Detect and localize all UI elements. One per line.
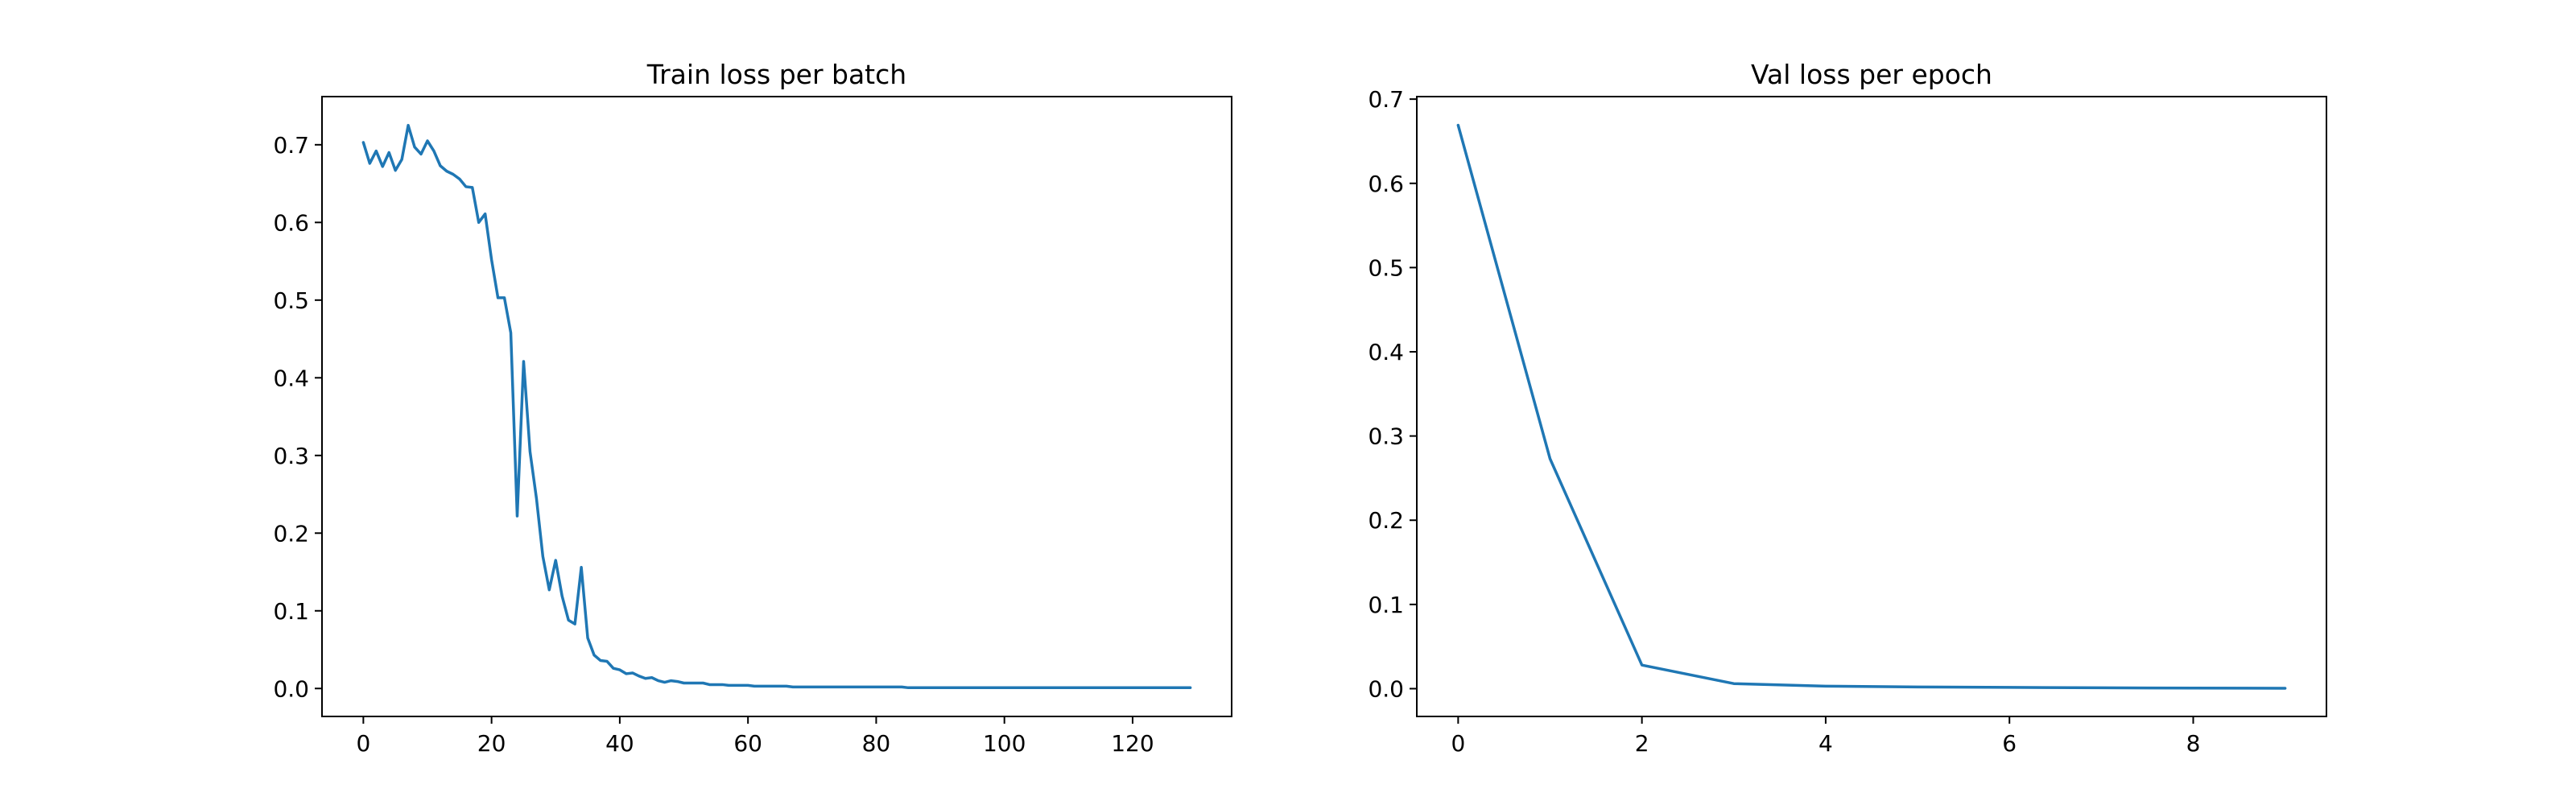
chart-title: Train loss per batch [646,59,906,90]
y-tick-label: 0.6 [1368,171,1404,197]
y-tick-label: 0.1 [273,598,309,625]
x-tick-label: 2 [1635,730,1649,757]
y-tick-label: 0.4 [1368,339,1404,365]
y-tick-label: 0.5 [273,287,309,314]
x-tick-label: 80 [862,730,891,757]
y-tick-label: 0.0 [1368,675,1404,702]
x-tick-label: 100 [983,730,1026,757]
x-tick-label: 4 [1818,730,1833,757]
y-tick-label: 0.6 [273,209,309,236]
y-tick-label: 0.7 [273,132,309,159]
chart-train-loss: Train loss per batch 0 20 40 60 80 100 120 0.0… [273,59,1232,757]
x-tick-label: 0 [356,730,370,757]
x-tick-label: 20 [477,730,506,757]
y-tick-label: 0.5 [1368,254,1404,281]
x-tick-label: 8 [2186,730,2201,757]
plot-frame [321,96,1232,717]
y-tick-label: 0.0 [273,675,309,702]
series-line [361,123,1192,690]
x-axis: 0 20 40 60 80 100 120 [356,716,1154,757]
y-axis: 0.0 0.1 0.2 0.3 0.4 0.5 0.6 0.7 [273,132,322,702]
y-tick-label: 0.2 [1368,507,1404,534]
chart-title: Val loss per epoch [1751,59,1992,90]
y-tick-label: 0.3 [1368,423,1404,450]
x-tick-label: 0 [1451,730,1465,757]
y-tick-label: 0.2 [273,520,309,547]
x-tick-label: 40 [605,730,634,757]
x-axis: 0 2 4 6 8 [1451,716,2200,757]
x-tick-label: 120 [1111,730,1154,757]
x-tick-label: 6 [2002,730,2017,757]
y-tick-label: 0.1 [1368,592,1404,618]
chart-val-loss: Val loss per epoch 0 2 4 6 8 0.0 0.1 0.2 0.3 0.4… [1368,59,2327,757]
y-axis: 0.0 0.1 0.2 0.3 0.4 0.5 0.6 0.7 [1368,86,1417,702]
plot-frame [1416,96,2327,717]
y-tick-label: 0.3 [273,443,309,469]
y-tick-label: 0.7 [1368,86,1404,113]
series-line [1456,123,2287,690]
y-tick-label: 0.4 [273,365,309,391]
series-group [361,123,1192,690]
x-tick-label: 60 [733,730,762,757]
series-group [1456,123,2287,690]
